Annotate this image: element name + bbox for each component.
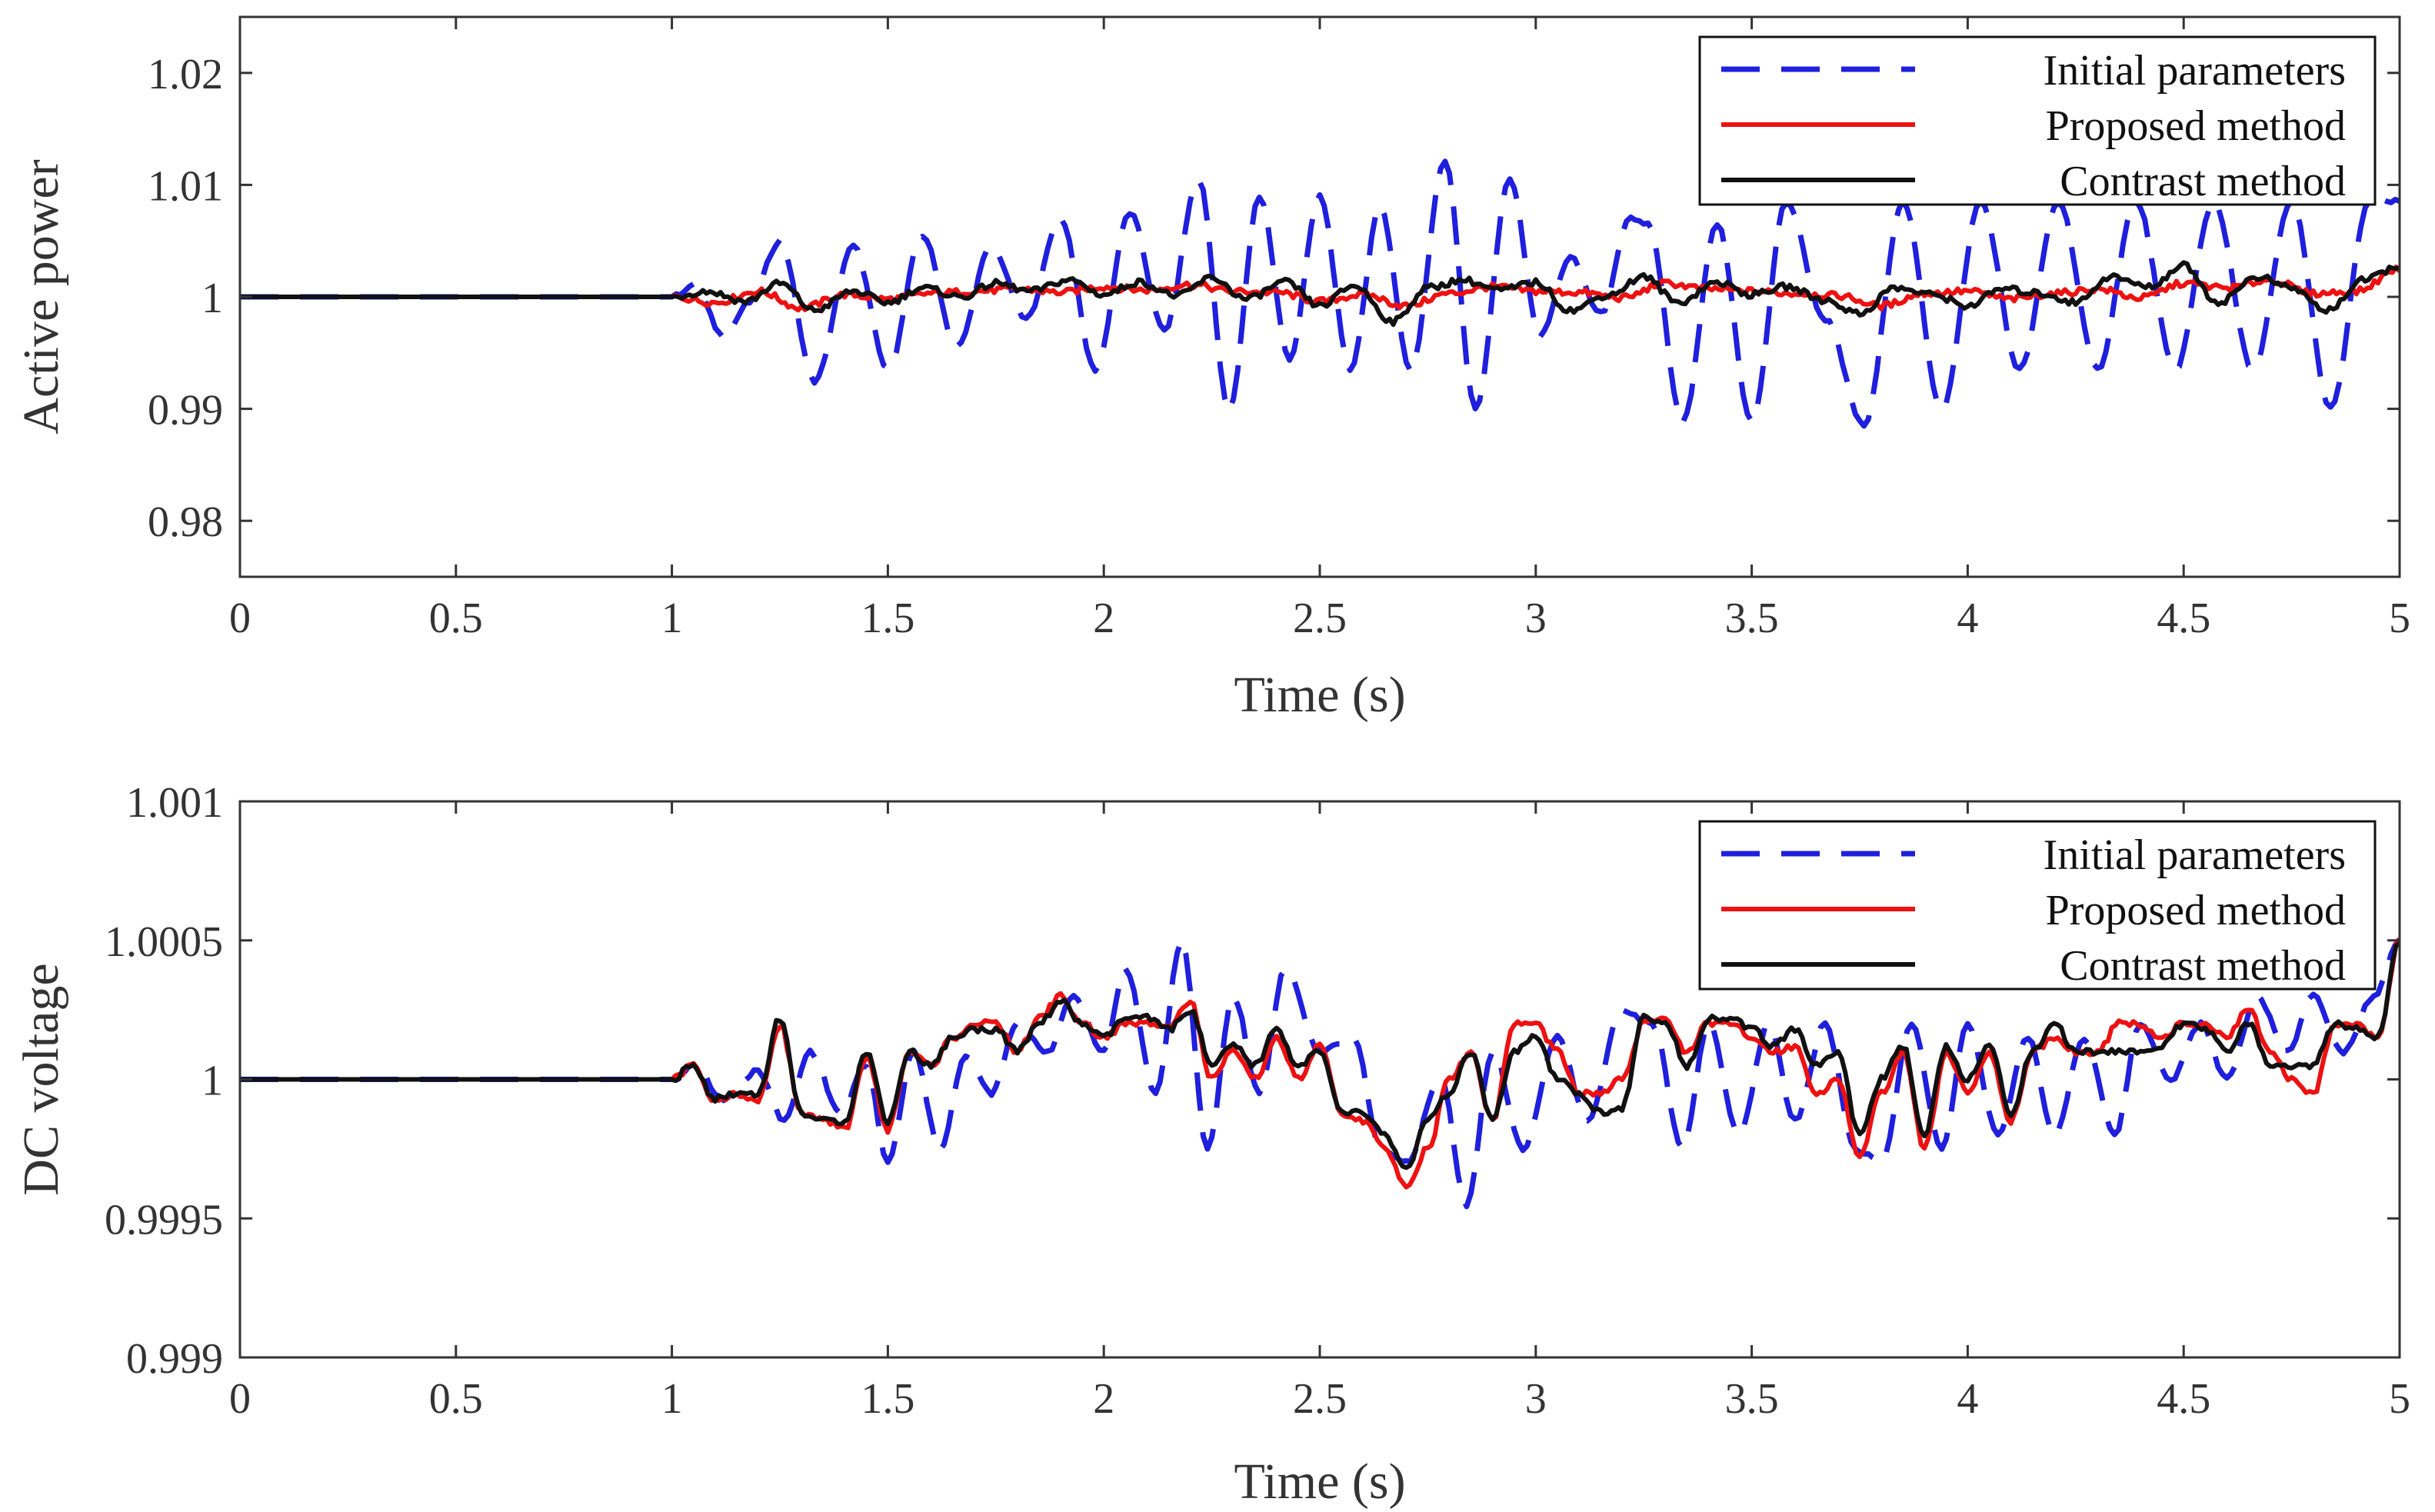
series-line-contrast-method [240, 260, 2400, 328]
legend-box [1698, 820, 2377, 991]
x-tick-label: 2 [1093, 1375, 1114, 1423]
x-tick-label: 1.5 [861, 1375, 914, 1423]
x-tick-label: 0 [229, 1375, 251, 1423]
y-axis-label: Active power [13, 159, 69, 434]
x-tick-label: 4.5 [2157, 594, 2210, 642]
x-tick-label: 4.5 [2157, 1375, 2210, 1423]
x-tick-label: 3.5 [1725, 1375, 1779, 1423]
y-tick-label: 1 [202, 1057, 223, 1105]
x-tick-label: 4 [1957, 1375, 1978, 1423]
series-group [240, 937, 2400, 1210]
y-tick-label: 1 [202, 275, 223, 322]
legend-label-proposed-method: Proposed method [2046, 887, 2346, 934]
x-axis-label: Time (s) [1234, 1454, 1405, 1510]
x-tick-label: 4 [1957, 594, 1978, 642]
series-line-initial-parameters [240, 158, 2400, 429]
x-tick-label: 5 [2389, 594, 2410, 642]
x-tick-label: 2 [1093, 594, 1114, 642]
x-tick-label: 0 [229, 594, 251, 642]
x-tick-label: 3 [1525, 1375, 1547, 1423]
legend-label-initial-parameters: Initial parameters [2044, 831, 2346, 879]
y-tick-label: 0.9995 [105, 1196, 223, 1244]
active-power-chart: 0 0.5 1 1.5 2 2.5 3 3.5 4 4.5 5 0.98 0.99 1 1.01 1.02 Ti… [13, 15, 2410, 723]
y-tick-label: 1.01 [148, 162, 223, 210]
legend-box [1698, 35, 2377, 206]
legend-label-proposed-method: Proposed method [2046, 102, 2346, 150]
x-tick-label: 3.5 [1725, 594, 1779, 642]
legend-label-contrast-method: Contrast method [2060, 158, 2346, 205]
x-tick-label: 0.5 [429, 594, 483, 642]
series-line-initial-parameters [240, 937, 2400, 1210]
x-tick-label: 1.5 [861, 594, 914, 642]
y-tick-label: 1.0005 [105, 918, 223, 966]
legend-label-initial-parameters: Initial parameters [2044, 47, 2346, 95]
x-tick-label: 3 [1525, 594, 1547, 642]
y-tick-label: 0.999 [126, 1335, 223, 1383]
x-tick-label: 2.5 [1293, 594, 1347, 642]
legend: Initial parameters Proposed method Contras… [1698, 35, 2377, 206]
series-group [240, 158, 2400, 429]
x-tick-label: 1 [661, 594, 683, 642]
x-tick-label: 0.5 [429, 1375, 483, 1423]
y-tick-label: 0.99 [148, 387, 223, 435]
legend: Initial parameters Proposed method Contras… [1698, 820, 2377, 991]
x-axis-label: Time (s) [1234, 667, 1405, 723]
y-tick-label: 0.98 [148, 498, 223, 546]
y-axis-label: DC voltage [13, 963, 69, 1195]
dc-voltage-chart: 0 0.5 1 1.5 2 2.5 3 3.5 4 4.5 5 0.999 0.9995 1 1.0005 1… [13, 779, 2410, 1510]
y-tick-label: 1.02 [148, 51, 223, 98]
x-tick-label: 2.5 [1293, 1375, 1347, 1423]
x-tick-label: 5 [2389, 1375, 2410, 1423]
legend-label-contrast-method: Contrast method [2060, 942, 2346, 990]
y-tick-label: 1.001 [126, 779, 223, 827]
x-tick-label: 1 [661, 1375, 683, 1423]
series-line-contrast-method [240, 941, 2400, 1171]
